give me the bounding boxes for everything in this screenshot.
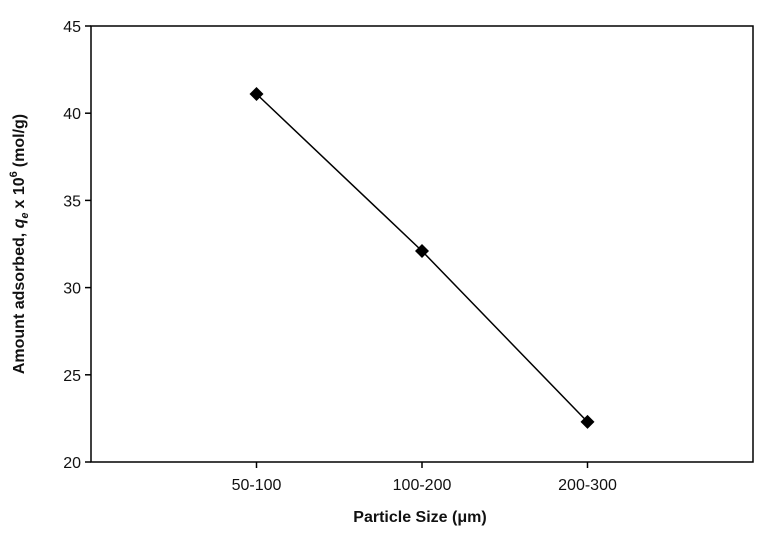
y-label-factor: x 10 [11,177,28,208]
y-tick-label: 35 [63,193,81,210]
data-point [249,87,264,102]
x-tick-label: 100-200 [393,477,452,494]
y-tick-label: 45 [63,19,81,36]
y-axis-label: Amount adsorbed, qe x 106 (mol/g) [8,114,31,374]
y-tick-label: 40 [63,106,81,123]
y-label-exponent: 6 [8,171,20,177]
y-label-unit: (mol/g) [11,114,28,167]
y-tick-label: 20 [63,455,81,472]
y-label-symbol: q [11,218,28,228]
x-axis-label: Particle Size (μm) [353,509,486,526]
y-tick-label: 25 [63,368,81,385]
data-point [580,414,595,429]
x-tick-label: 50-100 [232,477,282,494]
y-label-text: Amount adsorbed, [11,233,28,374]
data-point [415,243,429,258]
y-tick-label: 30 [63,281,81,298]
x-tick-label: 200-300 [558,477,617,494]
y-label-subscript: e [19,212,31,218]
